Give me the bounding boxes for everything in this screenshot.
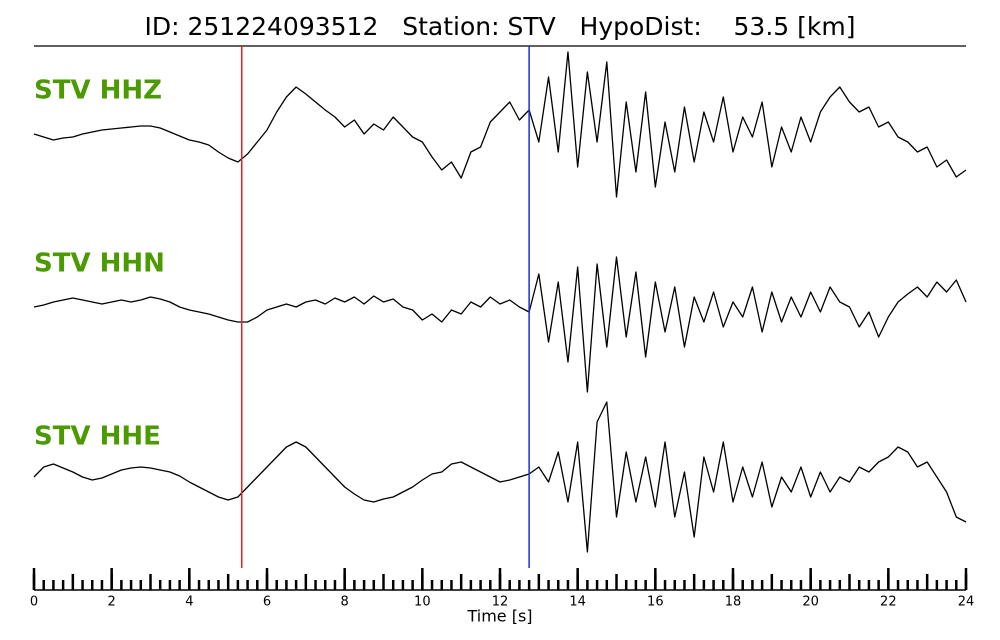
x-tick-label: 12 — [492, 595, 509, 610]
x-axis-label: Time [s] — [466, 607, 532, 626]
x-tick-label: 24 — [958, 595, 975, 610]
trace-name: STV HHZ — [34, 76, 162, 106]
trace-name: STV HHE — [34, 422, 161, 452]
x-tick-label: 4 — [185, 595, 193, 610]
x-tick-label: 6 — [263, 595, 271, 610]
x-tick-label: 10 — [414, 595, 431, 610]
x-tick-label: 16 — [647, 595, 664, 610]
waveform — [33, 256, 967, 393]
x-tick-label: 14 — [569, 595, 586, 610]
x-tick-label: 18 — [725, 595, 742, 610]
waveform — [33, 401, 967, 553]
x-tick-label: 2 — [108, 595, 116, 610]
x-tick-label: 0 — [30, 595, 38, 610]
x-tick-label: 8 — [341, 595, 349, 610]
chart-title: ID: 251224093512 Station: STV HypoDist: … — [145, 12, 856, 41]
x-tick-label: 20 — [802, 595, 819, 610]
trace-name: STV HHN — [34, 249, 165, 279]
waveform — [33, 51, 967, 198]
x-tick-label: 22 — [880, 595, 897, 610]
